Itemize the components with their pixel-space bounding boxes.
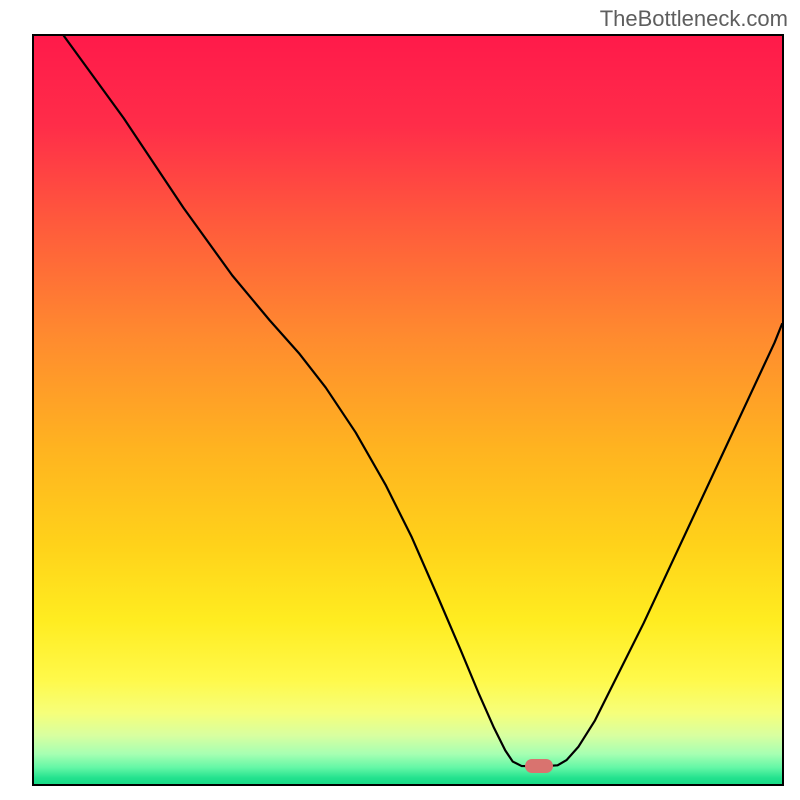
bottleneck-curve [34, 36, 782, 784]
plot-area [32, 34, 784, 786]
chart-container: TheBottleneck.com [0, 0, 800, 800]
watermark-text: TheBottleneck.com [600, 6, 788, 32]
optimal-marker [525, 759, 553, 773]
